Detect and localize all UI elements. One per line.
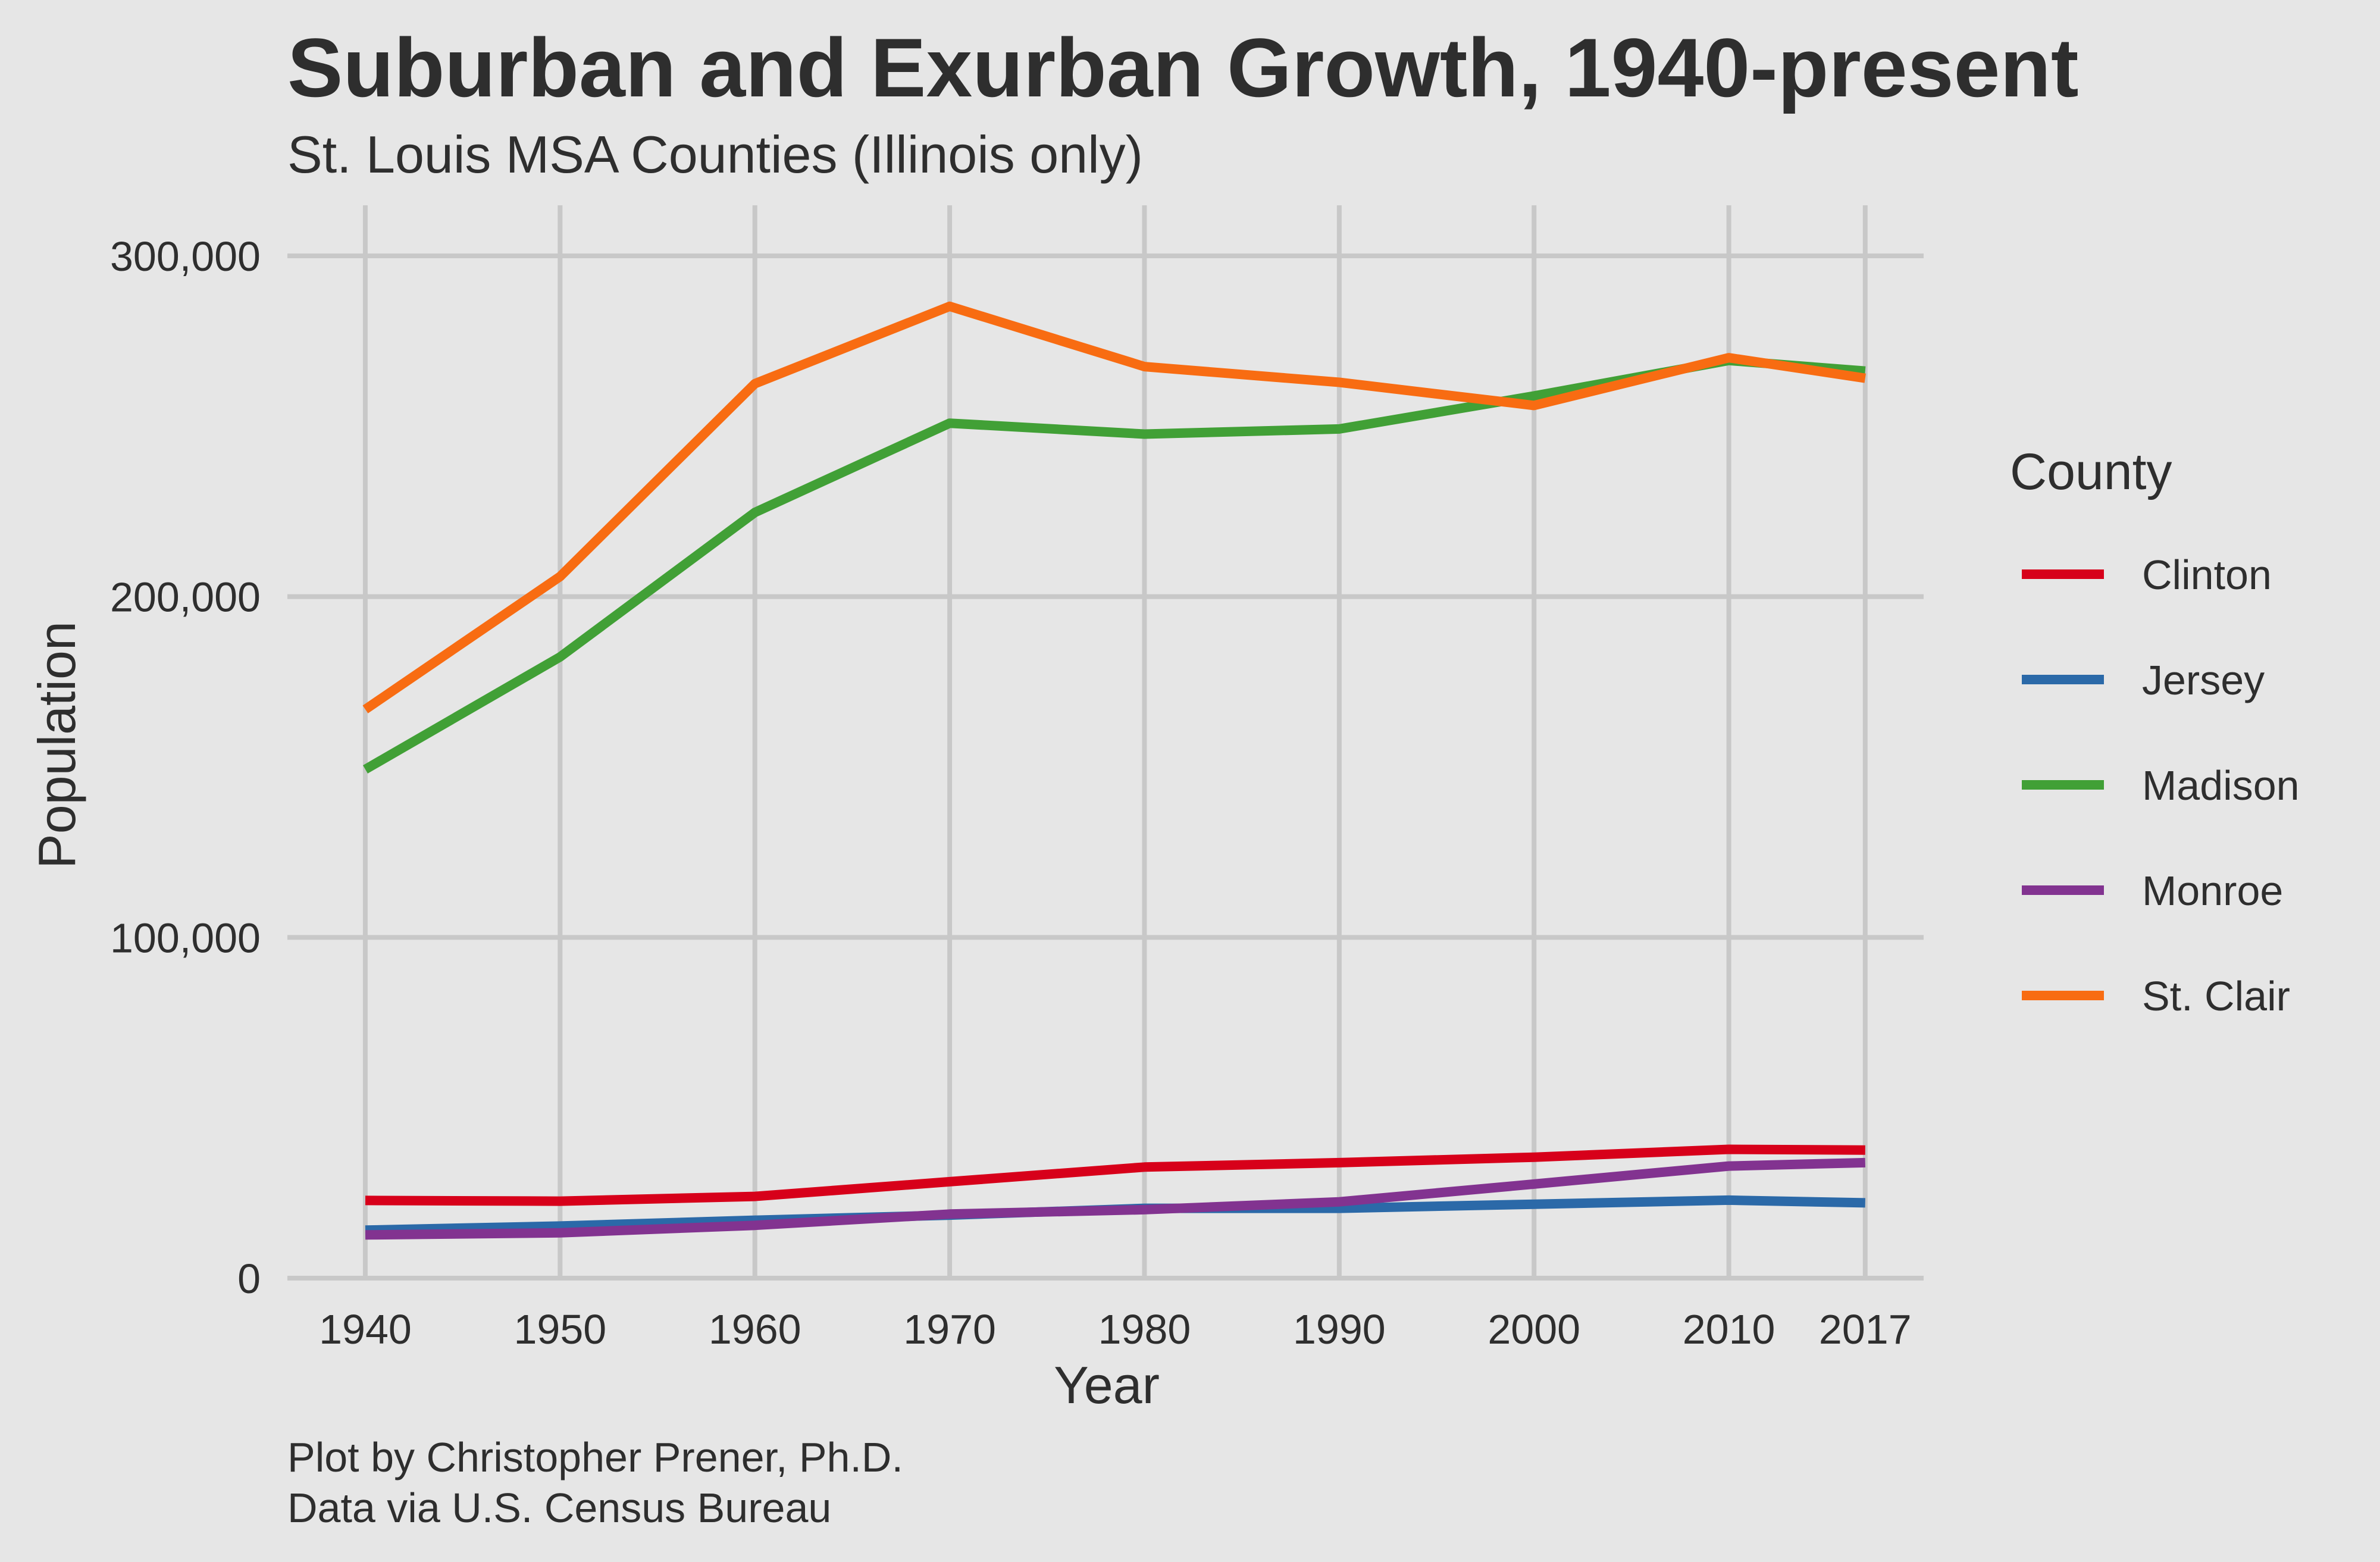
x-tick-label: 1990: [1293, 1306, 1386, 1353]
x-axis-title: Year: [1054, 1356, 1160, 1414]
legend-label: Clinton: [2142, 552, 2272, 598]
legend-label: Madison: [2142, 762, 2300, 809]
series-line-monroe: [365, 1157, 1865, 1240]
y-gridlines: [287, 253, 1924, 1281]
caption-line-2: Data via U.S. Census Bureau: [287, 1485, 831, 1531]
x-gridlines: [362, 205, 1868, 1278]
x-tick-label: 1980: [1098, 1306, 1191, 1353]
y-tick-labels: 0 100,000 200,000 300,000: [110, 233, 261, 1302]
chart-title: Suburban and Exurban Growth, 1940-presen…: [287, 21, 2079, 114]
legend-item: Monroe: [2022, 868, 2283, 914]
x-tick-label: 2010: [1683, 1306, 1775, 1353]
x-tick-label: 2017: [1819, 1306, 1912, 1353]
x-tick-label: 2000: [1488, 1306, 1580, 1353]
legend-item: St. Clair: [2022, 973, 2290, 1019]
series-lines: [362, 301, 1866, 1240]
legend-item: Clinton: [2022, 552, 2272, 598]
legend-title: County: [2010, 443, 2172, 500]
legend-label: Jersey: [2142, 657, 2265, 703]
x-tick-label: 1950: [513, 1306, 606, 1353]
caption-line-1: Plot by Christopher Prener, Ph.D.: [287, 1434, 903, 1480]
chart-subtitle: St. Louis MSA Counties (Illinois only): [287, 125, 1143, 184]
x-tick-label: 1940: [319, 1306, 412, 1353]
x-tick-labels: 1940 1950 1960 1970 1980 1990 2000 2010 2017: [319, 1306, 1912, 1353]
legend-label: Monroe: [2142, 868, 2283, 914]
y-tick-label: 0: [237, 1256, 261, 1302]
legend-item: Madison: [2022, 762, 2300, 809]
legend-label: St. Clair: [2142, 973, 2290, 1019]
y-axis-title: Population: [27, 621, 86, 869]
y-tick-label: 200,000: [110, 574, 261, 621]
y-tick-label: 100,000: [110, 915, 261, 961]
y-tick-label: 300,000: [110, 233, 261, 280]
x-tick-label: 1970: [903, 1306, 996, 1353]
x-tick-label: 1960: [709, 1306, 801, 1353]
legend-item: Jersey: [2022, 657, 2265, 703]
series-line-st-clair: [362, 301, 1866, 713]
series-line-madison: [362, 355, 1866, 774]
legend: County Clinton Jersey Madison Monroe St. Cla…: [2010, 443, 2300, 1019]
series-line-clinton: [365, 1144, 1865, 1206]
